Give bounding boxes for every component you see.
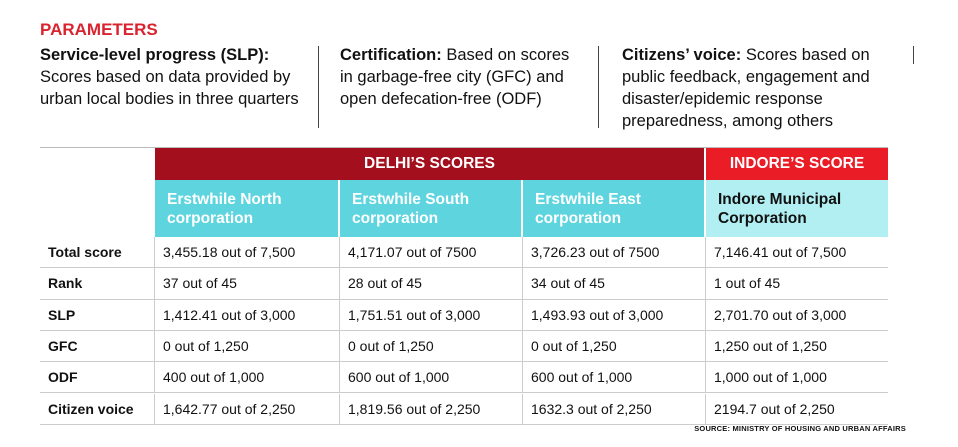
table-cell: 400 out of 1,000 <box>155 362 340 394</box>
table-cell: 0 out of 1,250 <box>340 330 523 363</box>
table-cell: 2,701.70 out of 3,000 <box>706 300 888 331</box>
table-cell: 1,819.56 out of 2,250 <box>340 393 523 425</box>
parameter-description: Scores based on public feedback, engagem… <box>622 46 870 130</box>
table-cell: 0 out of 1,250 <box>155 330 340 363</box>
parameter: Citizens’ voice: Scores based on public … <box>622 44 892 132</box>
table-cell: 3,455.18 out of 7,500 <box>155 237 340 269</box>
table-cell: 37 out of 45 <box>155 268 340 300</box>
parameter-description: Scores based on data provided by urban l… <box>40 68 299 108</box>
column-header: Erstwhile South corporation <box>340 180 523 237</box>
table-cell: 28 out of 45 <box>340 268 523 300</box>
row-label: Total score <box>40 237 155 269</box>
row-label: Citizen voice <box>40 393 155 425</box>
parameter-term: Citizens’ voice: <box>622 46 742 64</box>
parameter: Service-level progress (SLP): Scores bas… <box>40 44 310 110</box>
column-header: Indore Municipal Corporation <box>706 180 888 237</box>
separator <box>913 46 914 64</box>
table-cell: 1632.3 out of 2,250 <box>523 393 706 425</box>
table-cell: 4,171.07 out of 7500 <box>340 237 523 269</box>
source: SOURCE: MINISTRY OF HOUSING AND URBAN AF… <box>694 424 906 433</box>
table-cell: 1,000 out of 1,000 <box>706 362 888 394</box>
table-cell: 1,412.41 out of 3,000 <box>155 299 340 331</box>
row-label: SLP <box>40 299 155 331</box>
table-cell: 600 out of 1,000 <box>523 362 706 394</box>
group-header: INDORE’S SCORE <box>706 147 888 180</box>
table-rule <box>40 147 888 148</box>
table-cell: 1,751.51 out of 3,000 <box>340 299 523 331</box>
separator <box>598 46 599 128</box>
table-cell: 1 out of 45 <box>706 268 888 300</box>
table-cell: 2194.7 out of 2,250 <box>706 394 888 425</box>
row-label: ODF <box>40 362 155 394</box>
group-header: DELHI’S SCORES <box>155 147 706 180</box>
table-cell: 1,642.77 out of 2,250 <box>155 393 340 425</box>
row-label: Rank <box>40 268 155 300</box>
parameter: Certification: Based on scores in garbag… <box>340 44 580 110</box>
separator <box>318 46 319 128</box>
column-header: Erstwhile East corporation <box>523 180 706 237</box>
title: PARAMETERS <box>40 20 158 39</box>
table-cell: 7,146.41 out of 7,500 <box>706 237 888 269</box>
row-label: GFC <box>40 330 155 363</box>
parameter-term: Certification: <box>340 46 442 64</box>
parameter-description: Based on scores in garbage-free city (GF… <box>340 46 570 108</box>
parameter-term: Service-level progress (SLP): <box>40 46 270 64</box>
table-cell: 0 out of 1,250 <box>523 330 706 363</box>
table-cell: 1,250 out of 1,250 <box>706 331 888 363</box>
table-cell: 600 out of 1,000 <box>340 362 523 394</box>
column-header: Erstwhile North corporation <box>155 180 340 237</box>
table-cell: 3,726.23 out of 7500 <box>523 237 706 269</box>
table-cell: 1,493.93 out of 3,000 <box>523 299 706 331</box>
table-cell: 34 out of 45 <box>523 268 706 300</box>
